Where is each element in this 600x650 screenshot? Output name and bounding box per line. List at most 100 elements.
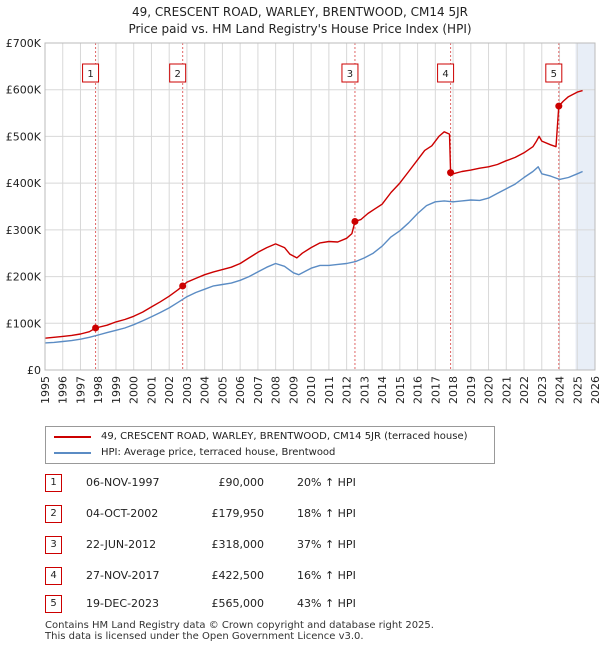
- sale-flag-label: 5: [551, 69, 557, 80]
- sale-date: 19-DEC-2023: [86, 597, 160, 610]
- x-tick-label: 2026: [589, 376, 600, 404]
- forecast-shade: [575, 43, 595, 370]
- x-tick-label: 2008: [270, 376, 283, 404]
- plot-frame: [44, 42, 596, 371]
- x-tick-label: 2003: [181, 376, 194, 404]
- x-tick-label: 2000: [128, 376, 141, 404]
- x-tick-label: 2018: [447, 376, 460, 404]
- sale-point: [179, 282, 187, 290]
- x-tick-label: 2019: [465, 376, 478, 404]
- sale-flag-box: [437, 63, 455, 83]
- sale-date: 22-JUN-2012: [86, 538, 157, 551]
- sale-flag-label: 4: [442, 69, 448, 80]
- sale-flag: 3: [341, 63, 359, 83]
- x-tick-label: 2020: [483, 376, 496, 404]
- sale-date: 04-OCT-2002: [86, 507, 159, 520]
- footer-copyright: Contains HM Land Registry data © Crown c…: [45, 620, 434, 631]
- sale-date: 06-NOV-1997: [86, 476, 160, 489]
- x-tick-label: 2025: [571, 376, 584, 404]
- x-tick-label: 2023: [536, 376, 549, 404]
- sale-number-badge: 1: [45, 474, 62, 492]
- sale-date: 27-NOV-2017: [86, 569, 160, 582]
- y-tick-label: £0: [27, 364, 41, 377]
- sale-flag-label: 2: [174, 69, 180, 80]
- sale-price: £318,000: [211, 538, 265, 551]
- x-tick-label: 2011: [323, 376, 336, 404]
- x-tick-label: 2007: [252, 376, 265, 404]
- sale-flag: 4: [437, 63, 455, 83]
- sale-hpi-change: 37% ↑ HPI: [297, 538, 356, 551]
- x-tick-label: 2015: [394, 376, 407, 404]
- sale-flag-box: [169, 63, 187, 83]
- footer-license: This data is licensed under the Open Gov…: [45, 631, 364, 642]
- sale-number-badge: 4: [45, 567, 62, 585]
- sale-flag-label: 3: [347, 69, 353, 80]
- table-row: 2 04-OCT-2002 £179,950 18% ↑ HPI: [0, 505, 600, 523]
- x-tick-label: 2016: [412, 376, 425, 404]
- sale-flag-box: [545, 63, 563, 83]
- y-tick-label: £100K: [6, 317, 42, 330]
- sale-flag-box: [341, 63, 359, 83]
- legend-label-hpi: HPI: Average price, terraced house, Bren…: [101, 447, 336, 458]
- sale-point: [555, 102, 563, 110]
- sale-number-badge: 3: [45, 536, 62, 554]
- y-tick-label: £300K: [6, 224, 42, 237]
- x-tick-label: 2012: [341, 376, 354, 404]
- sale-hpi-change: 20% ↑ HPI: [297, 476, 356, 489]
- table-row: 3 22-JUN-2012 £318,000 37% ↑ HPI: [0, 536, 600, 554]
- sale-price: £179,950: [211, 507, 265, 520]
- sale-flag-label: 1: [87, 69, 93, 80]
- y-tick-label: £200K: [6, 271, 42, 284]
- chart-legend: 49, CRESCENT ROAD, WARLEY, BRENTWOOD, CM…: [45, 426, 495, 464]
- sale-flag: 5: [545, 63, 563, 83]
- property-price-line: [44, 89, 583, 339]
- x-tick-label: 2013: [358, 376, 371, 404]
- legend-label-property: 49, CRESCENT ROAD, WARLEY, BRENTWOOD, CM…: [101, 431, 468, 442]
- x-tick-label: 2024: [554, 376, 567, 404]
- x-tick-label: 2010: [305, 376, 318, 404]
- y-tick-label: £700K: [6, 37, 42, 50]
- sale-point: [92, 324, 100, 332]
- sale-point: [447, 169, 455, 177]
- x-tick-label: 2021: [500, 376, 513, 404]
- sale-number-badge: 5: [45, 595, 62, 613]
- x-tick-label: 2005: [216, 376, 229, 404]
- table-row: 1 06-NOV-1997 £90,000 20% ↑ HPI: [0, 474, 600, 492]
- sale-number-badge: 2: [45, 505, 62, 523]
- y-tick-label: £400K: [6, 177, 42, 190]
- table-row: 5 19-DEC-2023 £565,000 43% ↑ HPI: [0, 595, 600, 613]
- sale-hpi-change: 18% ↑ HPI: [297, 507, 356, 520]
- x-tick-label: 1996: [57, 376, 70, 404]
- x-tick-label: 1998: [92, 376, 105, 404]
- price-chart: 1 2 3 4 5 £0 £100K £200K £300K £400K £500K £600K £7…: [6, 37, 600, 404]
- x-tick-label: 2009: [287, 376, 300, 404]
- sale-flag: 1: [82, 63, 100, 83]
- x-tick-label: 2002: [163, 376, 176, 404]
- legend-swatch-hpi: [54, 452, 91, 454]
- x-tick-label: 2004: [199, 376, 212, 404]
- sale-hpi-change: 43% ↑ HPI: [297, 597, 356, 610]
- x-tick-label: 2017: [429, 376, 442, 404]
- sale-price: £422,500: [211, 569, 265, 582]
- x-tick-label: 1995: [39, 376, 52, 404]
- y-tick-label: £500K: [6, 130, 42, 143]
- chart-subtitle: Price paid vs. HM Land Registry's House …: [128, 22, 472, 36]
- sale-price: £90,000: [218, 476, 265, 489]
- sale-hpi-change: 16% ↑ HPI: [297, 569, 356, 582]
- x-tick-label: 2022: [518, 376, 531, 404]
- x-tick-label: 2006: [234, 376, 247, 404]
- sale-flag: 2: [169, 63, 187, 83]
- x-tick-label: 1997: [74, 376, 87, 404]
- x-tick-label: 2014: [376, 376, 389, 404]
- sale-flag-box: [82, 63, 100, 83]
- footer-notice: Contains HM Land Registry data © Crown c…: [45, 620, 434, 642]
- hpi-line: [44, 166, 583, 344]
- sale-price: £565,000: [211, 597, 265, 610]
- x-tick-label: 1999: [110, 376, 123, 404]
- x-tick-label: 2001: [145, 376, 158, 404]
- sale-point: [351, 217, 359, 225]
- y-tick-label: £600K: [6, 84, 42, 97]
- legend-swatch-property: [54, 436, 91, 438]
- table-row: 4 27-NOV-2017 £422,500 16% ↑ HPI: [0, 567, 600, 585]
- chart-title: 49, CRESCENT ROAD, WARLEY, BRENTWOOD, CM…: [132, 5, 468, 19]
